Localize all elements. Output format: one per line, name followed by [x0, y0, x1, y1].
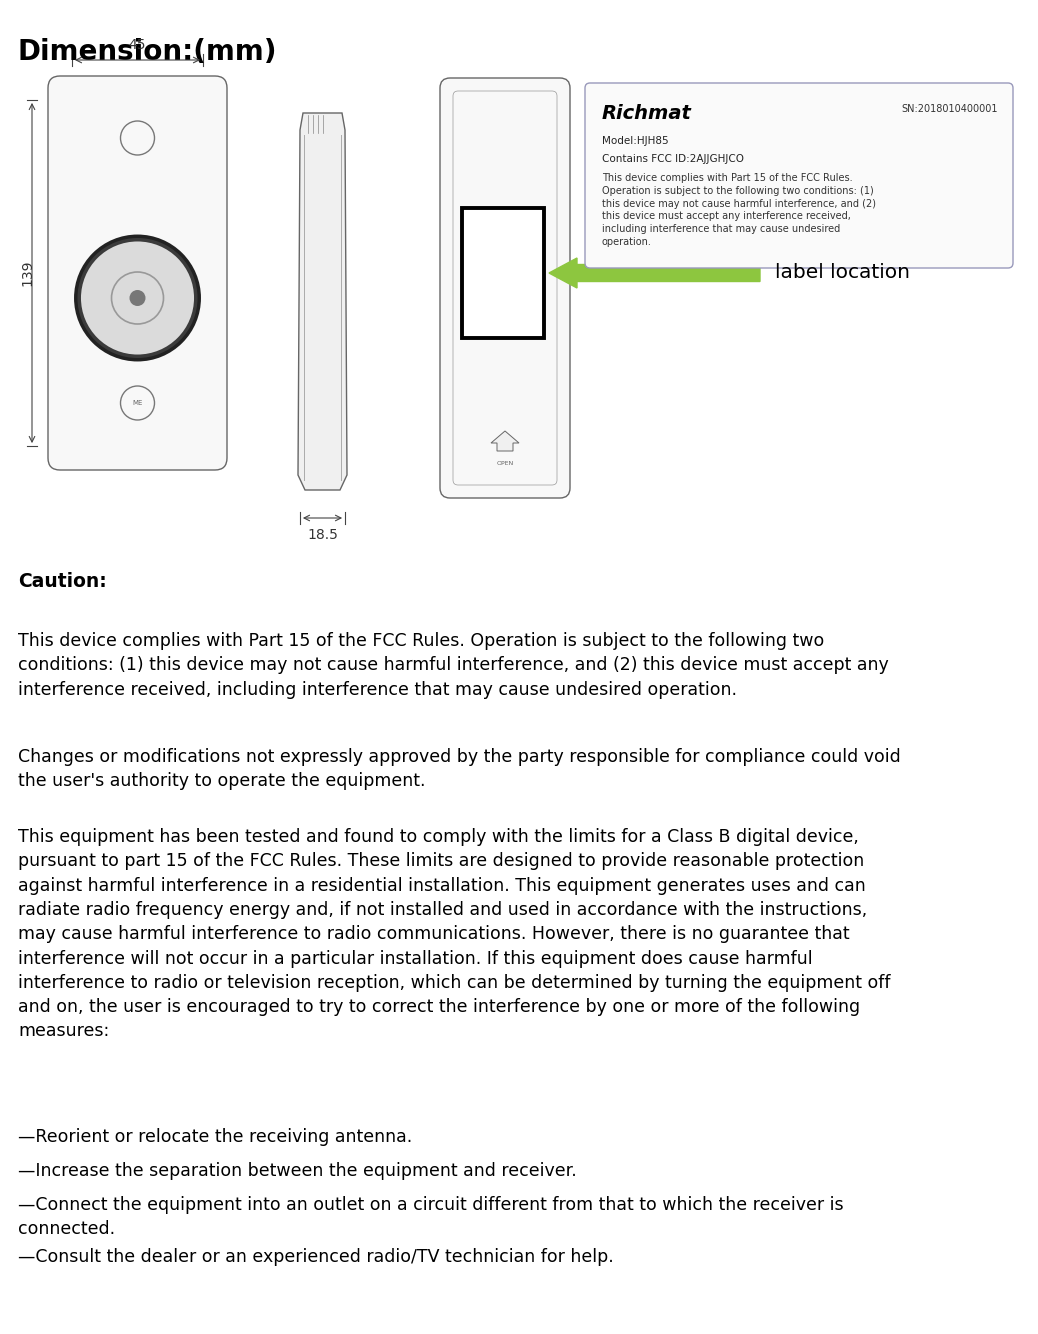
Bar — [462, 208, 544, 338]
Circle shape — [130, 289, 145, 305]
Text: 45: 45 — [129, 37, 146, 52]
Text: 18.5: 18.5 — [307, 528, 338, 542]
Text: label location: label location — [775, 264, 910, 283]
Text: Dimension:(mm): Dimension:(mm) — [18, 37, 277, 65]
Text: OPEN: OPEN — [496, 462, 514, 466]
Text: —Reorient or relocate the receiving antenna.: —Reorient or relocate the receiving ante… — [18, 1129, 412, 1146]
Circle shape — [78, 237, 197, 358]
Text: Caution:: Caution: — [18, 572, 107, 591]
Polygon shape — [491, 431, 519, 451]
Text: This device complies with Part 15 of the FCC Rules. Operation is subject to the : This device complies with Part 15 of the… — [18, 632, 889, 699]
Text: Model:HJH85: Model:HJH85 — [602, 136, 668, 145]
Text: —Increase the separation between the equipment and receiver.: —Increase the separation between the equ… — [18, 1162, 577, 1181]
Text: —Consult the dealer or an experienced radio/TV technician for help.: —Consult the dealer or an experienced ra… — [18, 1249, 613, 1266]
Text: This device complies with Part 15 of the FCC Rules.
Operation is subject to the : This device complies with Part 15 of the… — [602, 173, 876, 247]
Text: Changes or modifications not expressly approved by the party responsible for com: Changes or modifications not expressly a… — [18, 748, 901, 790]
Text: 139: 139 — [20, 260, 34, 287]
FancyBboxPatch shape — [440, 77, 570, 498]
FancyBboxPatch shape — [48, 76, 227, 470]
Text: This equipment has been tested and found to comply with the limits for a Class B: This equipment has been tested and found… — [18, 828, 891, 1041]
FancyArrow shape — [549, 257, 760, 288]
Text: Contains FCC ID:2AJJGHJCO: Contains FCC ID:2AJJGHJCO — [602, 153, 744, 164]
Text: ME: ME — [132, 400, 142, 406]
Polygon shape — [298, 113, 347, 490]
Text: —Connect the equipment into an outlet on a circuit different from that to which : —Connect the equipment into an outlet on… — [18, 1197, 844, 1238]
Text: Richmat: Richmat — [602, 104, 692, 123]
Text: SN:2018010400001: SN:2018010400001 — [901, 104, 998, 113]
FancyBboxPatch shape — [585, 83, 1013, 268]
